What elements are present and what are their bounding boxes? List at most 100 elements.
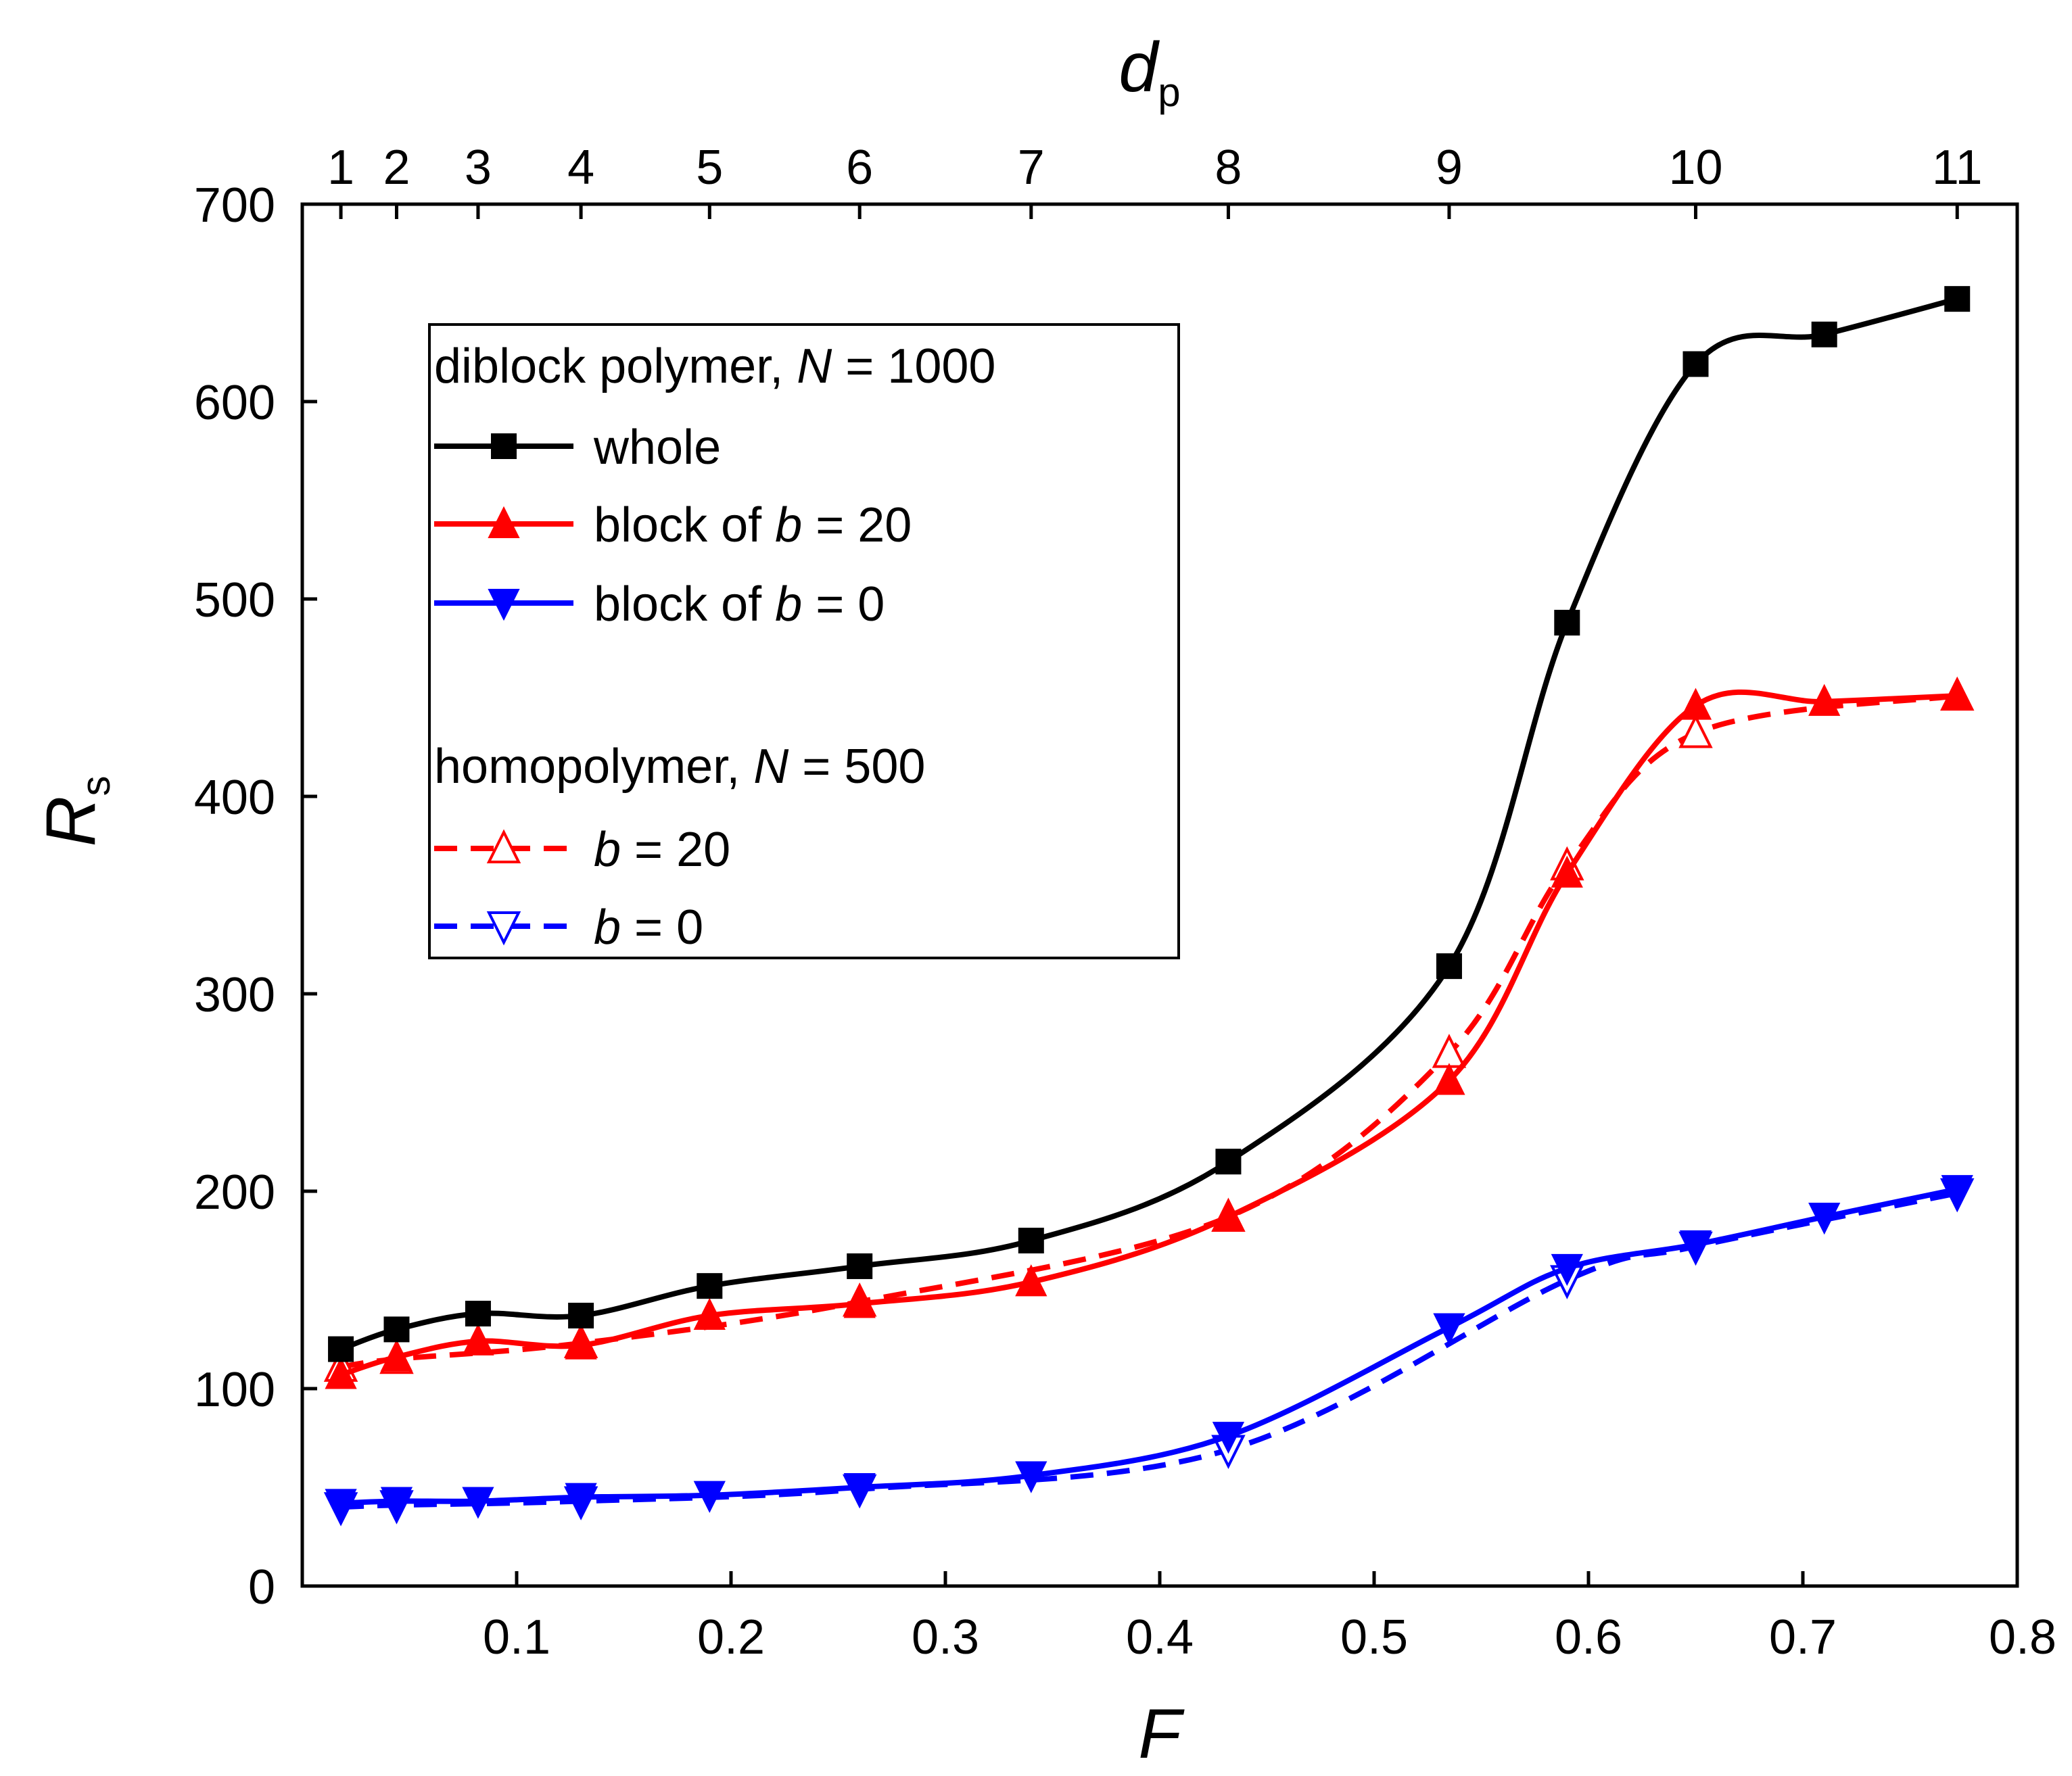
series-3-point xyxy=(325,1489,357,1521)
series-2-point xyxy=(462,1323,494,1355)
series-2-point xyxy=(565,1327,597,1360)
series-3-point xyxy=(1212,1422,1245,1454)
y-axis-title-main: R xyxy=(32,796,110,846)
top-tick-label: 3 xyxy=(465,141,492,195)
series-1-point xyxy=(568,1302,594,1328)
legend-swatch-marker xyxy=(486,911,521,946)
legend-item-label: whole xyxy=(593,421,721,475)
x-tick-label: 0.4 xyxy=(1126,1610,1194,1664)
top-tick-label: 1 xyxy=(327,141,354,195)
series-2-point xyxy=(843,1286,876,1318)
series-3 xyxy=(325,1175,1973,1521)
series-1-point xyxy=(328,1336,354,1362)
legend-item-label: block of b = 0 xyxy=(594,577,885,631)
series-2-point xyxy=(325,1357,357,1389)
series-3-point xyxy=(462,1487,494,1519)
series-2-point xyxy=(1808,683,1841,716)
y-tick-label: 200 xyxy=(194,1166,275,1220)
legend-box xyxy=(428,323,1180,959)
legend-item-5: b = 0 xyxy=(434,901,703,955)
legend-item-1: whole xyxy=(434,421,721,475)
legend-group2-title: homopolymer, N = 500 xyxy=(434,740,925,794)
series-1-point xyxy=(1682,351,1709,377)
series-1-point xyxy=(465,1301,491,1327)
series-2-point xyxy=(1433,1063,1465,1095)
series-1-point xyxy=(1811,321,1837,347)
legend-swatch-marker xyxy=(491,433,517,459)
x-tick-label: 0.5 xyxy=(1340,1610,1408,1664)
x-axis-title: F xyxy=(1138,1695,1185,1773)
y-tick-label: 300 xyxy=(194,968,275,1022)
top-tick-label: 10 xyxy=(1668,141,1722,195)
series-3-point xyxy=(1551,1253,1583,1287)
series-1-point xyxy=(383,1316,410,1343)
legend-item-label: b = 0 xyxy=(594,901,703,955)
legend-item-4: b = 20 xyxy=(434,823,730,877)
y-axis-title: Rs xyxy=(32,775,118,846)
y-tick-label: 100 xyxy=(194,1363,275,1417)
series-3-point xyxy=(1015,1461,1047,1493)
series-2-point xyxy=(1551,855,1583,888)
top-axis-title-sub: p xyxy=(1158,70,1180,115)
series-2-point xyxy=(1015,1264,1047,1297)
series-1-point xyxy=(847,1253,873,1279)
series-layer xyxy=(323,286,1975,1527)
x-tick-label: 0.7 xyxy=(1769,1610,1837,1664)
y-tick-label: 600 xyxy=(194,376,275,430)
legend-item-label: b = 20 xyxy=(594,823,730,877)
x-tick-label: 0.2 xyxy=(697,1610,765,1664)
top-tick-label: 4 xyxy=(567,141,594,195)
series-3-point xyxy=(1808,1202,1841,1235)
series-3-point xyxy=(1679,1230,1712,1263)
top-axis-title-main: d xyxy=(1119,28,1160,107)
series-3-point xyxy=(1941,1175,1973,1207)
x-tick-label: 0.6 xyxy=(1555,1610,1622,1664)
axis-layer: 0 100 200 300 400 500 600 700 0.1 0.2 0.3 0.4 0.5 0.6… xyxy=(194,141,2056,1664)
legend-swatch-marker xyxy=(488,589,520,621)
y-tick-label: 700 xyxy=(194,178,275,233)
series-2-point xyxy=(1941,677,1973,711)
series-1-point xyxy=(1018,1228,1044,1253)
y-tick-label: 0 xyxy=(248,1560,275,1614)
series-1-point xyxy=(1554,610,1580,636)
series-4-point xyxy=(1678,714,1713,748)
x-tick-label: 0.3 xyxy=(912,1610,979,1664)
y-tick-label: 500 xyxy=(194,573,275,627)
x-tick-label: 0.8 xyxy=(1989,1610,2056,1664)
series-1 xyxy=(328,286,1971,1362)
series-3-point xyxy=(1433,1313,1465,1345)
x-tick-label: 0.1 xyxy=(483,1610,550,1664)
series-3-point xyxy=(565,1483,597,1515)
legend-item-label: block of b = 20 xyxy=(594,498,912,552)
top-tick-label: 2 xyxy=(383,141,410,195)
series-2-point xyxy=(1212,1199,1245,1231)
legend-item-2: block of b = 20 xyxy=(434,498,912,552)
series-1-point xyxy=(1944,286,1971,312)
y-tick-label: 400 xyxy=(194,771,275,825)
series-2-point xyxy=(1679,688,1712,720)
series-1-point xyxy=(1215,1149,1242,1175)
series-2-point xyxy=(380,1339,413,1372)
series-1-point xyxy=(1436,953,1462,980)
legend-item-3: block of b = 0 xyxy=(434,577,885,631)
legend: diblock polymer, N = 1000 whole block of … xyxy=(428,323,1180,959)
top-tick-label: 7 xyxy=(1018,141,1045,195)
series-3-point xyxy=(693,1481,726,1513)
top-axis-title: dp xyxy=(1119,28,1180,115)
series-3-point xyxy=(380,1487,413,1519)
top-tick-label: 5 xyxy=(696,141,723,195)
top-tick-label: 11 xyxy=(1932,141,1983,195)
series-1-point xyxy=(697,1273,723,1299)
legend-items: whole block of b = 20 block of b = 0 b = 20… xyxy=(434,421,912,955)
legend-swatch-marker xyxy=(486,829,521,863)
series-2-point xyxy=(693,1297,726,1330)
legend-group1-title: diblock polymer, N = 1000 xyxy=(434,339,995,393)
legend-swatch-marker xyxy=(488,506,520,538)
series-4-point xyxy=(1432,1034,1467,1068)
top-tick-label: 9 xyxy=(1436,141,1463,195)
top-tick-label: 8 xyxy=(1215,141,1242,195)
y-axis-title-sub: s xyxy=(73,775,118,796)
series-2 xyxy=(325,677,1973,1389)
series-3-point xyxy=(843,1473,876,1506)
